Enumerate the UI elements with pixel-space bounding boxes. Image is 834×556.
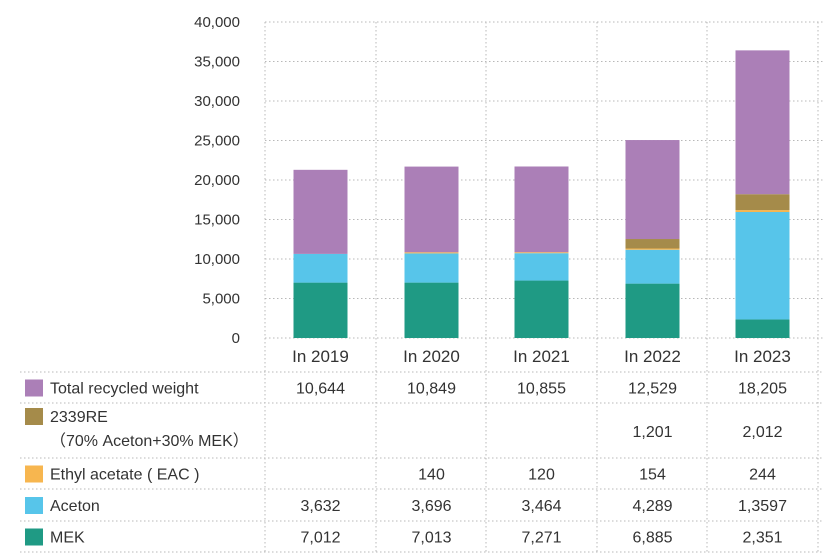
table-cell-value: 10,644 (296, 381, 345, 398)
table-cell-value: 18,205 (738, 381, 787, 398)
category-label: In 2022 (624, 347, 681, 366)
bar-segment (514, 280, 569, 338)
category-label: In 2020 (403, 347, 460, 366)
bar-segment (514, 253, 569, 281)
legend-label: （70% Aceton+30% MEK） (50, 432, 249, 450)
legend-swatch (25, 465, 43, 483)
y-tick-label: 40,000 (194, 14, 240, 31)
category-label: In 2021 (513, 347, 570, 366)
bar-segment (514, 252, 569, 254)
bar-segment (735, 194, 790, 211)
y-tick-label: 35,000 (194, 54, 240, 71)
table-cell-value: 140 (418, 467, 445, 484)
bar-segment (625, 248, 680, 250)
y-tick-label: 30,000 (194, 93, 240, 110)
table-cell-value: 7,271 (521, 530, 561, 547)
table-cell-value: 6,885 (632, 530, 672, 547)
y-tick-label: 5,000 (202, 291, 240, 308)
bar-segment (735, 212, 790, 320)
bar-segment (625, 239, 680, 249)
y-tick-label: 10,000 (194, 251, 240, 268)
table-cell-value: 7,012 (300, 530, 340, 547)
bar-segment (404, 166, 459, 253)
y-tick-label: 0 (232, 330, 240, 347)
bar-segment (293, 253, 348, 283)
legend-label: Total recycled weight (50, 381, 199, 398)
table-cell-value: 10,849 (407, 381, 456, 398)
table-cell-value: 3,696 (411, 498, 451, 515)
table-cell-value: 120 (528, 467, 555, 484)
legend-label: MEK (50, 530, 85, 547)
bar-segment (404, 252, 459, 254)
bar-segment (293, 282, 348, 338)
bar-segment (625, 249, 680, 284)
legend-swatch (25, 528, 43, 546)
table-cell-value: 3,464 (521, 498, 561, 515)
legend-swatch (25, 379, 43, 397)
table-cell-value: 2,012 (742, 424, 782, 441)
table-cell-value: 244 (749, 467, 776, 484)
bar-segment (404, 282, 459, 338)
category-label: In 2019 (292, 347, 349, 366)
bar-segment (735, 50, 790, 195)
bar-segment (293, 169, 348, 254)
bar-segment (625, 140, 680, 240)
bar-segment (625, 283, 680, 338)
table-cell-value: 12,529 (628, 381, 677, 398)
table-cell-value: 2,351 (742, 530, 782, 547)
table-cell-value: 7,013 (411, 530, 451, 547)
bar-segment (514, 166, 569, 253)
legend-swatch (25, 408, 43, 425)
table-cell-value: 4,289 (632, 498, 672, 515)
legend-swatch (25, 497, 43, 514)
bar-segment (735, 210, 790, 213)
bar-segment (404, 253, 459, 283)
legend-label: Ethyl acetate ( EAC ) (50, 467, 199, 484)
y-tick-label: 15,000 (194, 212, 240, 229)
table-cell-value: 10,855 (517, 381, 566, 398)
y-tick-label: 20,000 (194, 172, 240, 189)
y-tick-label: 25,000 (194, 133, 240, 150)
table-cell-value: 154 (639, 467, 666, 484)
bar-segment (735, 319, 790, 338)
legend-label: Aceton (50, 498, 100, 515)
category-label: In 2023 (734, 347, 791, 366)
legend-label: 2339RE (50, 409, 108, 426)
table-cell-value: 1,201 (632, 424, 672, 441)
table-cell-value: 3,632 (300, 498, 340, 515)
table-cell-value: 1,3597 (738, 498, 787, 515)
